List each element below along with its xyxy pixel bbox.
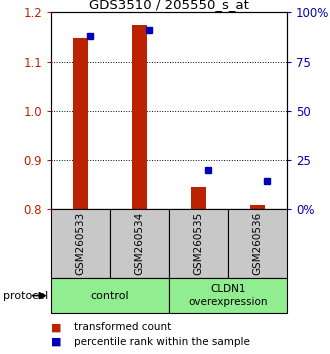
Bar [169, 209, 228, 278]
Text: CLDN1
overexpression: CLDN1 overexpression [188, 284, 268, 307]
Bar [73, 38, 88, 209]
Bar [51, 209, 110, 278]
Bar [51, 278, 169, 313]
Bar [250, 205, 265, 209]
Text: GSM260535: GSM260535 [194, 212, 204, 275]
Text: GSM260536: GSM260536 [252, 212, 263, 275]
Text: control: control [91, 291, 129, 301]
Text: ■: ■ [51, 322, 62, 332]
Title: GDS3510 / 205550_s_at: GDS3510 / 205550_s_at [89, 0, 249, 11]
Bar [132, 25, 147, 209]
Text: ■: ■ [51, 337, 62, 347]
Bar [110, 209, 169, 278]
Text: GSM260533: GSM260533 [76, 212, 86, 275]
Bar [228, 209, 287, 278]
Text: protocol: protocol [3, 291, 49, 301]
Bar [169, 278, 287, 313]
Text: GSM260534: GSM260534 [135, 212, 145, 275]
Bar [191, 187, 206, 209]
Text: transformed count: transformed count [74, 322, 172, 332]
Text: percentile rank within the sample: percentile rank within the sample [74, 337, 250, 347]
